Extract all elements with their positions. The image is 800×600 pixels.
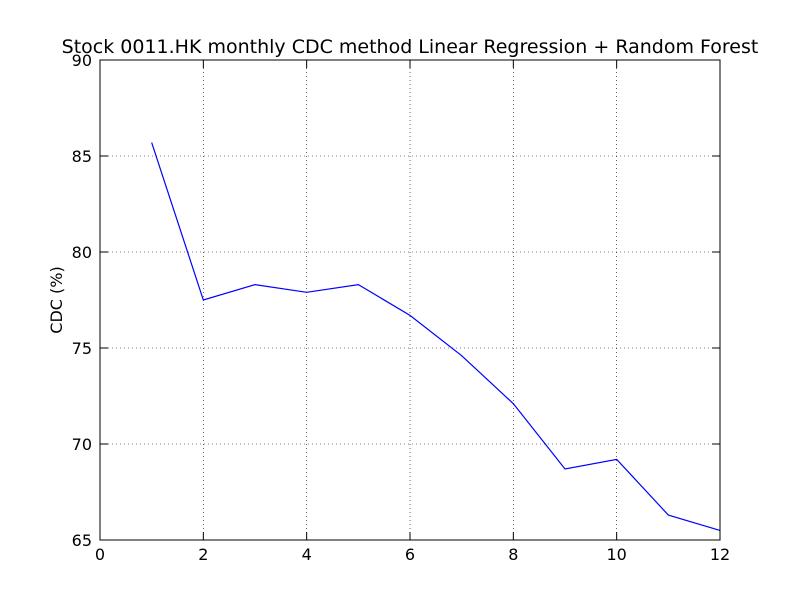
grid-lines [100, 60, 720, 540]
x-tick-label: 10 [606, 545, 626, 564]
x-tick-label: 8 [508, 545, 518, 564]
y-tick-label: 80 [72, 243, 92, 262]
chart-title: Stock 0011.HK monthly CDC method Linear … [62, 36, 759, 58]
cdc-series-line [151, 142, 721, 531]
x-tick-label: 0 [95, 545, 105, 564]
y-tick-label: 70 [72, 435, 92, 454]
axis-ticks: 0 2 4 6 8 10 12 65 70 75 80 85 90 [72, 51, 731, 564]
y-tick-label: 85 [72, 147, 92, 166]
y-axis-label: CDC (%) [47, 266, 66, 333]
x-tick-label: 6 [405, 545, 415, 564]
series-lines [151, 142, 721, 531]
y-tick-label: 65 [72, 531, 92, 550]
x-tick-label: 2 [198, 545, 208, 564]
x-tick-label: 12 [710, 545, 730, 564]
y-tick-label: 75 [72, 339, 92, 358]
x-tick-label: 4 [302, 545, 312, 564]
y-tick-label: 90 [72, 51, 92, 70]
